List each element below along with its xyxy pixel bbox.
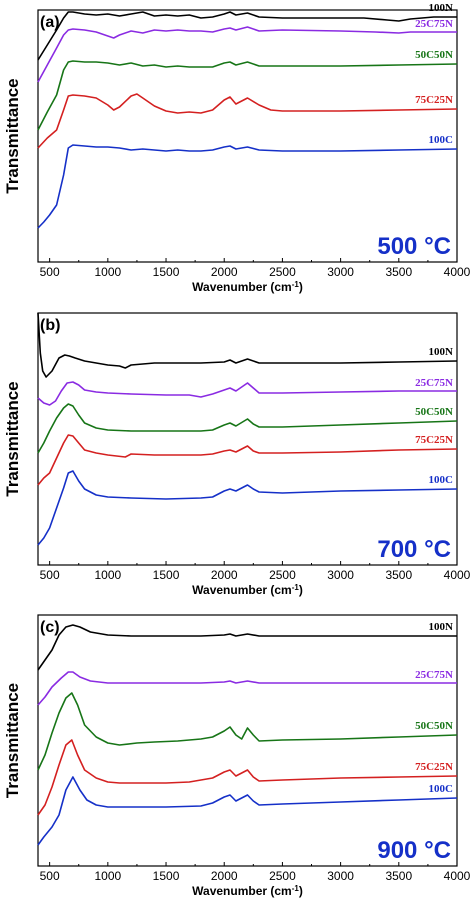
series-line-75C25N xyxy=(37,739,458,816)
x-tick-label: 1500 xyxy=(153,568,180,582)
chart-panel-2: 100N 25C75N 50C50N 75C25N 100C 500 1000 1500 200… xyxy=(3,312,471,598)
series-line-100C xyxy=(37,470,458,546)
panel-label: (b) xyxy=(40,317,60,334)
x-axis-label: Wavenumber (cm-1) xyxy=(192,884,303,899)
x-tick-label: 4000 xyxy=(444,869,471,883)
series-line-50C50N xyxy=(37,692,458,771)
series-label-75C25N: 75C25N xyxy=(415,94,453,106)
x-tick-label: 500 xyxy=(40,265,60,279)
x-tick-label: 4000 xyxy=(444,568,471,582)
x-tick-label: 4000 xyxy=(444,265,471,279)
chart-panel-3: 100N 25C75N 50C50N 75C25N 100C 500 1000 1500 200… xyxy=(3,614,471,899)
y-axis-label: Transmittance xyxy=(3,381,22,496)
series-line-100C xyxy=(37,144,458,229)
temperature-label: 700 °C xyxy=(377,536,451,563)
chart-panel-1: 100N 25C75N 50C50N 75C25N 100C 500 1000 1500 200… xyxy=(3,2,471,294)
x-tick-label: 3000 xyxy=(327,568,354,582)
series-label-50C50N: 50C50N xyxy=(415,720,453,732)
panel-label: (a) xyxy=(40,14,60,31)
x-tick-label: 1500 xyxy=(153,869,180,883)
x-tick-label: 2500 xyxy=(269,568,296,582)
series-line-25C75N xyxy=(37,671,457,706)
x-axis-label: Wavenumber (cm-1) xyxy=(192,583,303,598)
series-label-75C25N: 75C25N xyxy=(415,434,453,446)
series-line-50C50N xyxy=(37,403,458,454)
y-axis-label: Transmittance xyxy=(3,683,22,798)
temperature-label: 900 °C xyxy=(377,837,451,864)
x-tick-label: 3500 xyxy=(385,869,412,883)
x-tick-label: 500 xyxy=(40,869,60,883)
series-label-100N: 100N xyxy=(429,346,454,358)
series-label-75C25N: 75C25N xyxy=(415,761,453,773)
series-label-25C75N: 25C75N xyxy=(415,669,453,681)
series-line-75C25N xyxy=(37,93,458,149)
series-label-25C75N: 25C75N xyxy=(415,18,453,30)
series-line-25C75N xyxy=(37,381,457,406)
x-tick-label: 2500 xyxy=(269,265,296,279)
series-label-100C: 100C xyxy=(429,134,454,146)
plot-frame xyxy=(37,9,458,263)
series-label-50C50N: 50C50N xyxy=(415,49,453,61)
series-label-100N: 100N xyxy=(429,2,454,14)
series-line-75C25N xyxy=(37,434,458,486)
series-label-50C50N: 50C50N xyxy=(415,406,453,418)
panel-label: (c) xyxy=(40,619,60,636)
x-tick-label: 2000 xyxy=(211,869,238,883)
x-tick-label: 2000 xyxy=(211,265,238,279)
series-label-25C75N: 25C75N xyxy=(415,377,453,389)
series-label-100C: 100C xyxy=(429,474,454,486)
x-tick-label: 2500 xyxy=(269,869,296,883)
y-axis-label: Transmittance xyxy=(3,78,22,193)
series-line-100N xyxy=(37,11,457,61)
series-line-100N xyxy=(37,312,458,378)
x-tick-label: 3000 xyxy=(327,869,354,883)
x-tick-label: 2000 xyxy=(211,568,238,582)
x-tick-label: 1000 xyxy=(94,869,121,883)
x-tick-label: 1500 xyxy=(153,265,180,279)
series-line-100C xyxy=(37,776,458,846)
series-line-100N xyxy=(37,624,457,671)
x-tick-label: 3500 xyxy=(385,568,412,582)
plot-frame xyxy=(37,312,458,566)
x-axis-label: Wavenumber (cm-1) xyxy=(192,280,303,295)
series-label-100C: 100C xyxy=(429,783,454,795)
series-label-100N: 100N xyxy=(429,621,454,633)
series-line-25C75N xyxy=(37,26,457,83)
x-tick-label: 500 xyxy=(40,568,60,582)
x-tick-label: 3000 xyxy=(327,265,354,279)
temperature-label: 500 °C xyxy=(377,233,451,260)
x-tick-label: 1000 xyxy=(94,265,121,279)
x-tick-label: 3500 xyxy=(385,265,412,279)
x-tick-label: 1000 xyxy=(94,568,121,582)
series-line-50C50N xyxy=(37,60,458,131)
plot-frame xyxy=(37,614,458,867)
